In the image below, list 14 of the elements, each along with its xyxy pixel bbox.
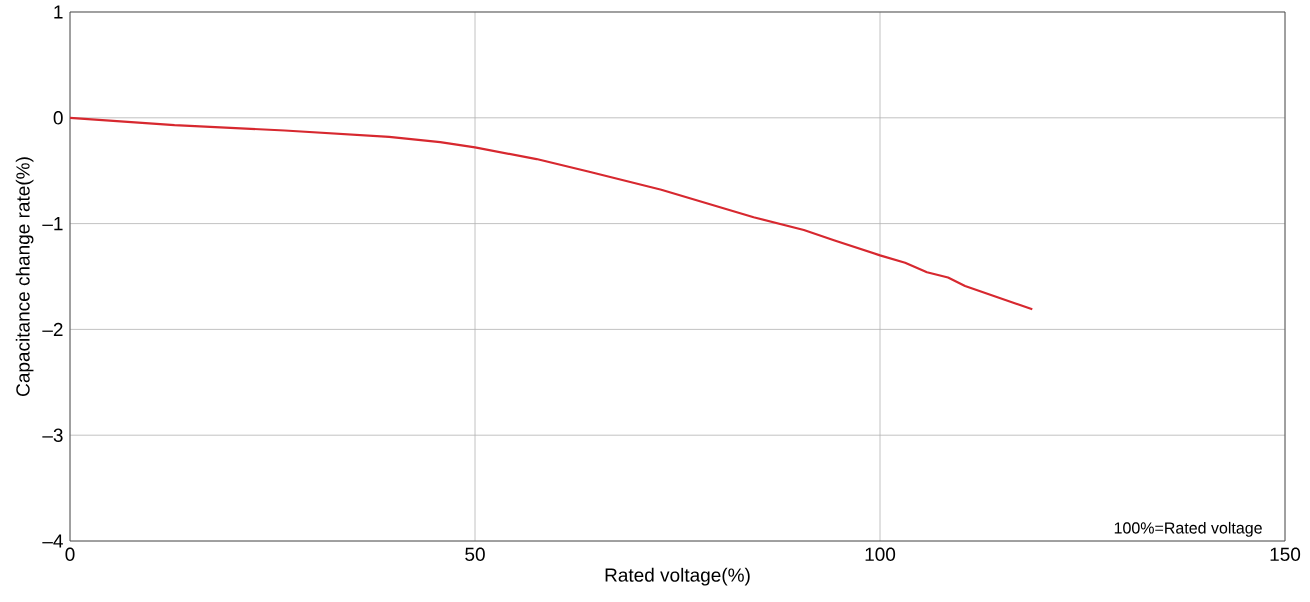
line-series xyxy=(70,116,1034,311)
x-axis-title: Rated voltage(%) xyxy=(605,567,750,586)
y-tick-label: –2 xyxy=(42,322,63,337)
y-axis-title: Capacitance change rate(%) xyxy=(15,157,34,396)
y-tick-label: –4 xyxy=(42,534,63,548)
x-tick-label: 150 xyxy=(1270,547,1301,561)
y-tick-label: 1 xyxy=(54,5,63,19)
y-tick-label: 0 xyxy=(53,111,63,125)
annotation: 100%=Rated voltage xyxy=(1114,521,1262,537)
x-tick-label: 50 xyxy=(465,547,485,561)
y-tick-label: –1 xyxy=(42,217,63,231)
y-tick-label: –3 xyxy=(42,428,63,442)
x-tick-label: 0 xyxy=(65,547,75,561)
x-tick-label: 100 xyxy=(865,547,896,561)
